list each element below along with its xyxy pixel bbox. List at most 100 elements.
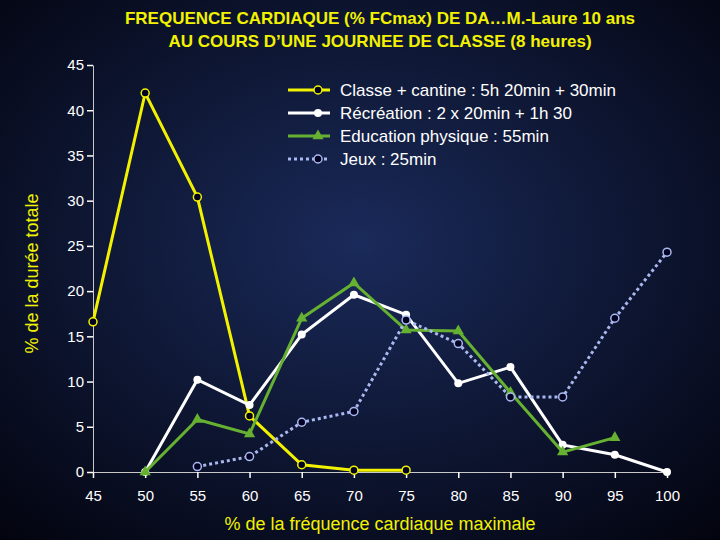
data-point — [609, 431, 620, 441]
legend-swatch — [288, 158, 330, 161]
tick: 100 — [655, 472, 680, 504]
data-point — [454, 379, 462, 387]
tick-mark — [615, 472, 617, 478]
data-point — [296, 312, 307, 322]
tick-mark — [249, 472, 251, 478]
tick: 45 — [67, 56, 93, 73]
legend-label: Classe + cantine : 5h 20min + 30min — [340, 81, 616, 100]
legend-swatch — [288, 135, 330, 138]
data-point — [193, 463, 201, 471]
data-point — [559, 393, 567, 401]
legend: Classe + cantine : 5h 20min + 30min Récré… — [288, 81, 616, 169]
legend-marker — [314, 86, 322, 94]
data-point — [611, 314, 619, 322]
y-axis: 051015202530354045 — [67, 56, 93, 480]
data-point — [663, 468, 671, 476]
data-point — [402, 316, 410, 324]
tick-mark — [458, 472, 460, 478]
data-point — [454, 340, 462, 348]
data-point — [193, 376, 201, 384]
tick-label: 70 — [346, 487, 363, 504]
tick-mark — [510, 472, 512, 478]
legend-marker — [312, 129, 323, 139]
data-point — [506, 363, 514, 371]
tick-label: 95 — [607, 487, 624, 504]
data-point — [244, 428, 255, 438]
data-point — [402, 466, 410, 474]
tick-label: 85 — [503, 487, 520, 504]
data-point — [193, 193, 201, 201]
tick-label: 0 — [76, 463, 84, 480]
legend-item: Récréation : 2 x 20min + 1h 30 — [288, 104, 572, 123]
legend-label: Education physique : 55min — [340, 127, 549, 146]
tick: 25 — [67, 237, 93, 254]
data-point — [246, 401, 254, 409]
legend-item: Education physique : 55min — [288, 127, 549, 146]
tick: 15 — [67, 328, 93, 345]
tick: 50 — [137, 472, 154, 504]
tick: 40 — [67, 102, 93, 119]
tick-mark — [87, 155, 93, 157]
tick-label: 75 — [398, 487, 415, 504]
tick-label: 5 — [76, 418, 84, 435]
data-point — [453, 324, 464, 334]
tick-mark — [301, 472, 303, 478]
plot-area: 4550556065707580859095100051015202530354… — [67, 56, 680, 503]
tick-label: 25 — [67, 237, 84, 254]
tick: 10 — [67, 373, 93, 390]
tick-label: 10 — [67, 373, 84, 390]
tick-mark — [87, 200, 93, 202]
tick-label: 50 — [137, 487, 154, 504]
tick-mark — [197, 472, 199, 478]
axis-line — [94, 472, 668, 473]
series-line — [197, 252, 667, 466]
data-point — [506, 393, 514, 401]
chart-svg: FREQUENCE CARDIAQUE (% FCmax) DE DA…M.-L… — [0, 0, 720, 540]
tick-mark — [87, 427, 93, 429]
x-axis-label: % de la fréquence cardiaque maximale — [224, 514, 535, 534]
tick: 45 — [85, 472, 102, 504]
tick-mark — [87, 291, 93, 293]
legend-item: Jeux : 25min — [288, 150, 436, 169]
tick-label: 80 — [450, 487, 467, 504]
tick-label: 20 — [67, 282, 84, 299]
series-line — [145, 283, 615, 472]
legend-label: Récréation : 2 x 20min + 1h 30 — [340, 104, 572, 123]
tick-mark — [87, 472, 93, 474]
tick-mark — [87, 246, 93, 248]
tick-mark — [87, 110, 93, 112]
data-point — [89, 318, 97, 326]
data-point — [350, 407, 358, 415]
tick-mark — [562, 472, 564, 478]
tick: 70 — [346, 472, 363, 504]
y-axis-label: % de la durée totale — [22, 193, 42, 353]
legend-swatch — [288, 89, 330, 92]
data-point — [298, 461, 306, 469]
data-point — [348, 276, 359, 286]
tick: 30 — [67, 192, 93, 209]
data-point — [246, 412, 254, 420]
tick-label: 30 — [67, 192, 84, 209]
tick-label: 45 — [67, 56, 84, 73]
tick-label: 40 — [67, 102, 84, 119]
title-line: AU COURS D’UNE JOURNEE DE CLASSE (8 heur… — [168, 32, 591, 51]
legend-marker — [314, 109, 322, 117]
axis-line — [93, 66, 94, 473]
tick-mark — [87, 65, 93, 67]
data-point — [611, 451, 619, 459]
tick: 85 — [503, 472, 520, 504]
tick: 0 — [76, 463, 93, 480]
data-point — [141, 89, 149, 97]
legend-swatch — [288, 112, 330, 115]
data-point — [350, 291, 358, 299]
tick-label: 100 — [655, 487, 680, 504]
series-group — [89, 89, 671, 476]
tick-mark — [87, 336, 93, 338]
tick: 5 — [76, 418, 93, 435]
tick: 95 — [607, 472, 624, 504]
background — [0, 0, 720, 540]
tick-label: 90 — [555, 487, 572, 504]
tick: 60 — [242, 472, 259, 504]
title-line: FREQUENCE CARDIAQUE (% FCmax) DE DA…M.-L… — [125, 9, 635, 28]
tick: 80 — [450, 472, 467, 504]
